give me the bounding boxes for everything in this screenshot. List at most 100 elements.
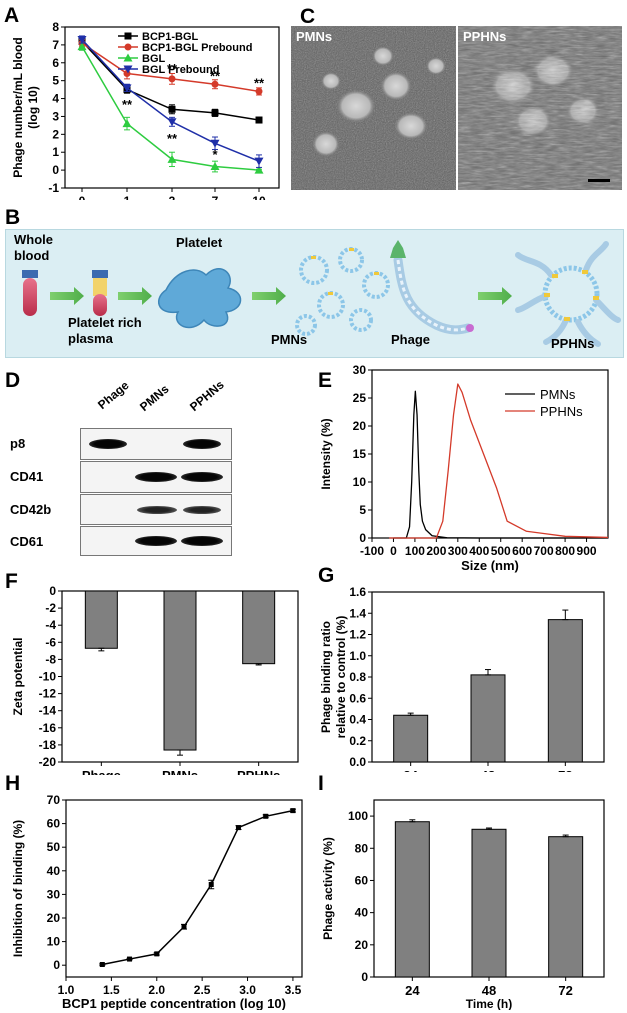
data-point: [168, 105, 176, 113]
data-point: [181, 924, 187, 930]
chart-g-binding-ratio: 0.00.20.40.60.81.01.21.41.6244872Time (h…: [319, 585, 605, 772]
bar: [547, 619, 583, 763]
x-axis-label: Size (nm): [461, 558, 519, 573]
y-tick-label: 1.2: [349, 628, 366, 642]
x-tick-label: 1: [124, 194, 131, 200]
y-axis-label: relative to control (%): [334, 616, 348, 739]
chart-f-zeta-potential: 0 -2 -4 -6 -8 -10 -12 -14 -16 -18 -20 Phage PMNs PPHN…: [11, 584, 299, 775]
y-tick-label: 10: [47, 935, 61, 949]
x-axis-label: BCP1 peptide concentration (log 10): [62, 996, 286, 1010]
y-tick-label: 0.8: [349, 670, 366, 684]
label-pmns: PMNs: [271, 332, 308, 347]
x-tick-label: -100: [360, 544, 384, 558]
bar: [163, 590, 197, 751]
phage-icon: [393, 255, 473, 335]
data-point: [208, 881, 214, 887]
blot-band: [135, 472, 177, 482]
y-axis-label: Inhibition of binding (%): [11, 820, 25, 957]
x-tick-label: 100: [405, 544, 425, 558]
arrow-icon: [50, 287, 84, 305]
x-tick-label: 7: [212, 194, 219, 200]
y-tick-label: 3: [52, 109, 59, 123]
significance-marker: *: [212, 147, 218, 162]
data-point: [254, 165, 264, 174]
panel-letter-d: D: [5, 369, 21, 392]
plot-frame: [65, 799, 303, 978]
data-point: [255, 87, 263, 95]
legend-label: PMNs: [540, 387, 576, 402]
x-tick-label: 900: [577, 544, 597, 558]
blot-band: [183, 439, 221, 449]
x-tick-label: 3: [169, 194, 176, 200]
x-tick-label: 3.0: [239, 983, 256, 997]
y-axis-label: Zeta potential: [11, 637, 25, 715]
x-tick-label: 1.5: [103, 983, 120, 997]
y-tick-label: 0.4: [349, 713, 366, 727]
blot-band: [183, 506, 221, 514]
x-tick-label: 24: [403, 768, 418, 772]
x-tick-label: 800: [555, 544, 575, 558]
significance-marker: **: [167, 61, 178, 76]
data-point: [122, 119, 132, 128]
blot-strip: [80, 494, 232, 525]
data-point: [168, 75, 176, 83]
y-tick-label: 1: [52, 145, 59, 159]
x-tick-label: 1.0: [58, 983, 75, 997]
y-axis-label: Phage binding ratio: [319, 621, 333, 733]
x-tick-label: PPHNs: [237, 768, 280, 775]
blood-tube-icon: [22, 270, 38, 316]
label-platelet: Platelet: [176, 235, 223, 250]
blot-row-label: CD61: [10, 534, 44, 549]
blot-row-label: p8: [10, 436, 26, 451]
y-tick-label: -2: [45, 601, 56, 615]
data-point: [77, 36, 87, 45]
x-tick-label: 2.0: [148, 983, 165, 997]
y-tick-label: 5: [359, 503, 366, 517]
x-tick-label: 200: [426, 544, 446, 558]
y-axis-label: Phage number/mL blood: [11, 37, 25, 177]
y-tick-label: 5: [52, 74, 59, 88]
em-texture-pphns: [458, 26, 622, 190]
y-tick-label: -6: [45, 635, 56, 649]
y-tick-label: -20: [39, 755, 57, 769]
schematic-panel: Whole blood Platelet Platelet rich plasm…: [5, 229, 624, 358]
x-tick-label: 0: [390, 544, 397, 558]
data-point: [211, 80, 219, 88]
x-tick-label: 3.5: [285, 983, 302, 997]
y-tick-label: 20: [353, 419, 367, 433]
y-tick-label: 60: [47, 817, 61, 831]
y-tick-label: 20: [355, 938, 369, 952]
panel-letter-b: B: [5, 206, 21, 229]
data-point: [167, 154, 177, 163]
y-tick-label: -16: [39, 721, 57, 735]
x-tick-label: 10: [252, 194, 266, 200]
lane-label-pmns: PMNs: [137, 381, 172, 414]
y-tick-label: 40: [47, 864, 61, 878]
bar: [393, 714, 429, 763]
series-line: [393, 390, 608, 539]
x-tick-label: 72: [558, 983, 572, 998]
x-tick-label: PMNs: [162, 768, 198, 775]
legend-label: BCP1-BGL Prebound: [142, 42, 252, 54]
y-axis-label: Phage activity (%): [321, 837, 335, 940]
western-blot: Phage PMNs PPHNs p8 CD41 CD42b CD61: [0, 370, 300, 560]
data-point: [77, 42, 87, 51]
data-point: [154, 951, 160, 957]
em-texture-pmns: [291, 26, 456, 190]
y-tick-label: -8: [45, 652, 56, 666]
y-tick-label: 70: [47, 793, 61, 807]
prp-tube-icon: [92, 270, 108, 316]
y-tick-label: 0: [53, 958, 60, 972]
x-tick-label: 500: [491, 544, 511, 558]
y-tick-label: 0.0: [349, 755, 366, 769]
x-tick-label: 48: [482, 983, 496, 998]
y-tick-label: 0: [52, 163, 59, 177]
x-tick-label: 72: [558, 768, 572, 772]
legend-label: PPHNs: [540, 404, 583, 419]
label-phage: Phage: [391, 332, 431, 347]
y-axis-label: (log 10): [26, 86, 40, 129]
significance-marker: **: [254, 75, 265, 90]
x-axis-label: Time (h): [466, 997, 512, 1010]
y-tick-label: 6: [52, 56, 59, 70]
